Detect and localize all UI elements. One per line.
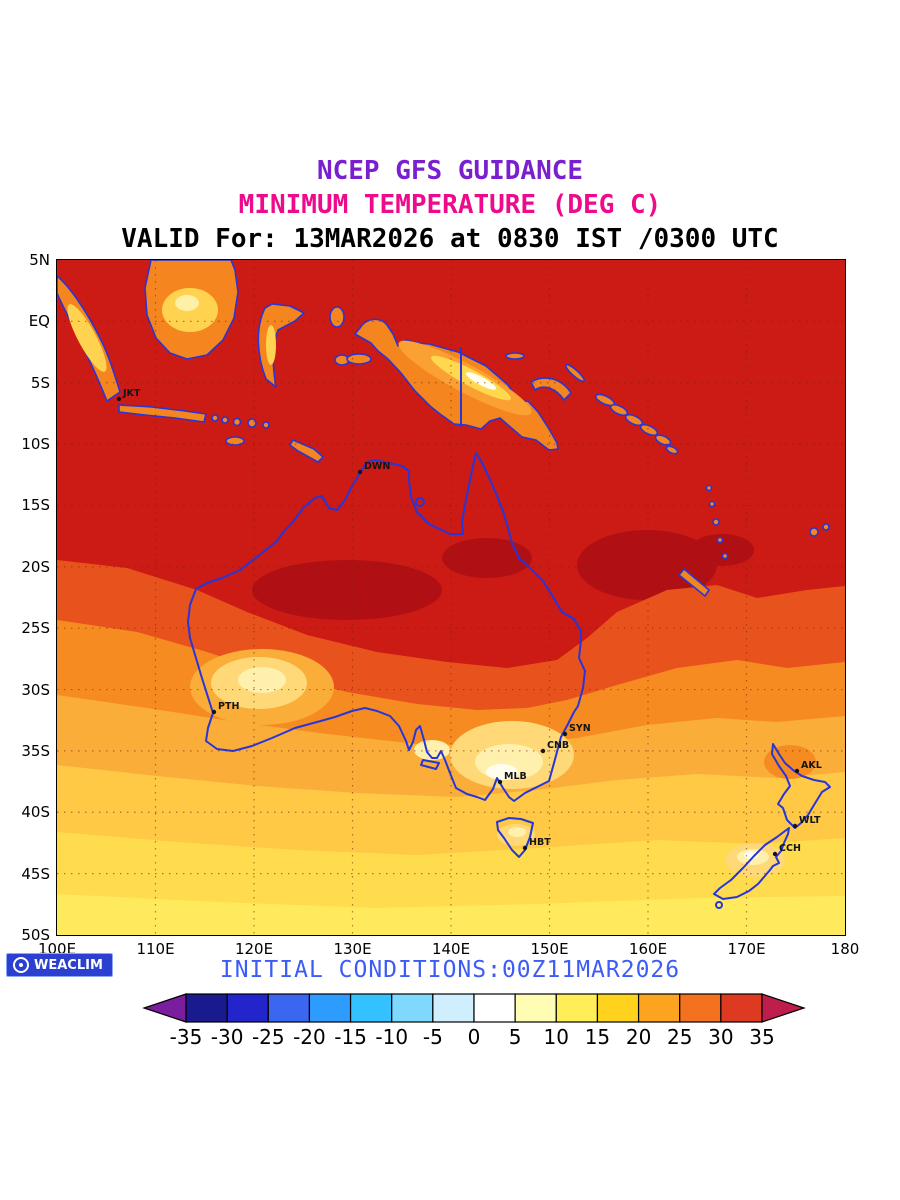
lat-label-EQ: EQ: [28, 312, 50, 331]
colorbar-tick--35: -35: [170, 1025, 203, 1049]
city-dot-AKL: [794, 768, 800, 774]
hot-patches: [252, 530, 754, 620]
colorbar-tick-10: 10: [544, 1025, 569, 1049]
colorbar-tick-0: 0: [468, 1025, 481, 1049]
lon-label-170E: 170E: [727, 940, 766, 958]
colorbar-svg: -35 -30 -25 -20 -15 -10 -5 0 5 10 15 20 25 30 35: [142, 993, 806, 1049]
colorbar-tick--5: -5: [423, 1025, 443, 1049]
colorbar-segment-13: [720, 993, 763, 1023]
chart-title: NCEP GFS GUIDANCE: [316, 156, 584, 186]
colorbar-left-arrow: [142, 993, 187, 1023]
initial-conditions-text: INITIAL CONDITIONS:00Z11MAR2026: [219, 957, 681, 983]
lon-label-160E: 160E: [628, 940, 668, 958]
lon-label-180: 180: [830, 940, 860, 958]
weaclim-circle-icon: [13, 957, 29, 973]
valid-time-line: VALID For: 13MAR2026 at 0830 IST /0300 U…: [121, 224, 779, 254]
city-dot-CCH: [772, 851, 778, 857]
lon-label-120E: 120E: [234, 940, 274, 958]
lat-label-5S: 5S: [30, 373, 50, 392]
weaclim-logo: WEACLIM: [6, 953, 113, 977]
lat-label-15S: 15S: [21, 496, 50, 515]
colorbar-tick-5: 5: [509, 1025, 522, 1049]
colorbar-segment-9: [555, 993, 599, 1023]
lon-label-150E: 150E: [530, 940, 569, 958]
lat-label-10S: 10S: [21, 435, 50, 454]
colorbar-segment-3: [308, 993, 352, 1023]
city-label-AKL: AKL: [801, 760, 822, 771]
kangaroo-island-coastline: [420, 759, 440, 770]
new-britain-coastline: [530, 377, 572, 401]
weaclim-logo-text: WEACLIM: [34, 957, 103, 973]
lat-label-5N: 5N: [29, 251, 50, 269]
colorbar-right-arrow: [761, 993, 806, 1023]
city-label-HBT: HBT: [529, 837, 551, 848]
cool-patches: [190, 649, 816, 877]
colorbar-tick-30: 30: [708, 1025, 733, 1049]
city-label-DWN: DWN: [364, 461, 390, 472]
timor-coastline: [289, 439, 324, 463]
city-dot-DWN: [357, 469, 363, 475]
city-dot-SYN: [562, 731, 568, 737]
colorbar-tick-35: 35: [749, 1025, 774, 1049]
colorbar: -35 -30 -25 -20 -15 -10 -5 0 5 10 15 20 25 30 35: [140, 992, 808, 1050]
city-dot-PTH: [211, 709, 217, 715]
colorbar-segment-6: [432, 993, 475, 1023]
colorbar-tick--10: -10: [375, 1025, 408, 1049]
australia-coastline: [187, 452, 586, 802]
colorbar-tick-25: 25: [667, 1025, 692, 1049]
city-label-CNB: CNB: [547, 740, 569, 751]
city-label-CCH: CCH: [779, 843, 801, 854]
colorbar-segment-11: [637, 993, 681, 1023]
city-label-WLT: WLT: [799, 815, 821, 826]
city-label-SYN: SYN: [569, 723, 591, 734]
lat-label-50S: 50S: [21, 926, 50, 944]
colorbar-segment-2: [267, 993, 311, 1023]
city-dot-JKT: [116, 396, 122, 402]
graticule: [57, 260, 845, 935]
colorbar-segment-1: [226, 993, 269, 1023]
colorbar-segment-4: [349, 993, 393, 1023]
colorbar-tick--20: -20: [293, 1025, 326, 1049]
lat-label-20S: 20S: [21, 557, 50, 576]
colorbar-segment-12: [679, 993, 722, 1023]
stewart-island-coastline: [715, 901, 723, 909]
latitude-axis: 5N EQ 5S 10S 15S 20S 25S 30S 35S 40S 45S 50S: [0, 251, 50, 944]
longitude-axis: 100E 110E 120E 130E 140E 150E 160E 170E 180: [38, 940, 859, 958]
lon-label-140E: 140E: [431, 940, 471, 958]
colorbar-segment-7: [473, 993, 516, 1023]
city-dot-MLB: [497, 779, 503, 785]
colorbar-segment-0: [185, 993, 228, 1023]
groote-island-coastline: [415, 497, 425, 507]
colorbar-segment-8: [514, 993, 557, 1023]
nz-south-island-coastline: [713, 827, 790, 900]
lat-label-40S: 40S: [21, 803, 50, 822]
lon-label-110E: 110E: [136, 940, 175, 958]
chart-subtitle: MINIMUM TEMPERATURE (DEG C): [238, 190, 662, 220]
city-label-JKT: JKT: [122, 388, 141, 399]
city-dot-WLT: [792, 823, 798, 829]
lat-label-30S: 30S: [21, 680, 50, 699]
lon-label-130E: 130E: [333, 940, 372, 958]
lat-label-25S: 25S: [21, 619, 50, 638]
colorbar-segment-10: [596, 993, 640, 1023]
colorbar-tick--30: -30: [211, 1025, 244, 1049]
city-label-PTH: PTH: [218, 701, 239, 712]
colorbar-tick-20: 20: [626, 1025, 651, 1049]
java-coastline: [118, 404, 207, 423]
colorbar-tick--15: -15: [334, 1025, 367, 1049]
lat-label-35S: 35S: [21, 741, 50, 760]
colorbar-tick--25: -25: [252, 1025, 285, 1049]
city-label-MLB: MLB: [504, 771, 527, 782]
lat-label-45S: 45S: [21, 864, 50, 883]
colorbar-tick-15: 15: [585, 1025, 610, 1049]
city-dot-CNB: [540, 748, 546, 754]
new-caledonia-coastline: [678, 568, 710, 597]
city-dot-HBT: [522, 845, 528, 851]
islands: [57, 260, 830, 597]
colorbar-segment-5: [391, 993, 434, 1023]
map-area: JKT DWN PTH SYN CNB MLB HBT AKL WLT CCH: [56, 259, 846, 936]
